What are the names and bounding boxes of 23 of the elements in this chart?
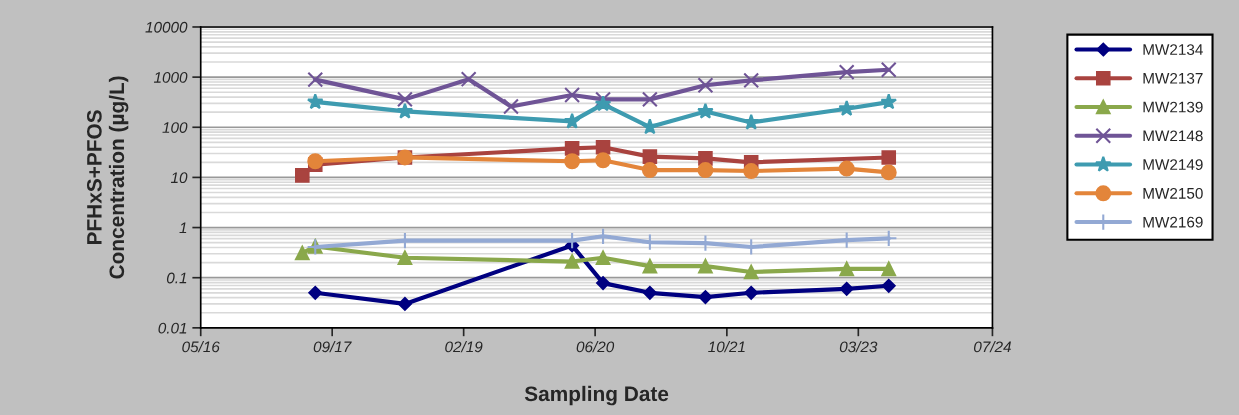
legend-label: MW2134 [1143,44,1203,55]
legend-label: MW2169 [1143,216,1203,228]
x-tick-label: 10/21 [708,341,745,353]
y-tick-label: 0.01 [158,322,187,334]
y-tick-label: 1 [179,222,187,234]
legend-label: MW2148 [1143,130,1203,142]
y-axis-title: PFHxS+PFOS Concentration (µg/L) [86,76,129,279]
x-tick-label: 09/17 [313,341,352,353]
x-tick-label: 02/19 [445,341,483,353]
y-tick-label: 1000 [153,71,188,83]
x-axis-title: Sampling Date [524,385,669,406]
y-tick-label: 10000 [145,21,188,33]
legend-label: MW2150 [1143,187,1203,199]
legend-label: MW2137 [1143,72,1203,84]
y-tick-label: 0.1 [166,272,187,284]
x-tick-label: 07/24 [973,341,1011,353]
legend-label: MW2139 [1143,101,1203,113]
x-tick-label: 03/23 [839,341,878,353]
y-tick-label: 100 [162,122,188,133]
x-tick-label: 05/16 [182,341,220,353]
x-tick-label: 06/20 [576,341,615,353]
legend-label: MW2149 [1143,159,1203,171]
y-tick-label: 10 [170,172,188,184]
